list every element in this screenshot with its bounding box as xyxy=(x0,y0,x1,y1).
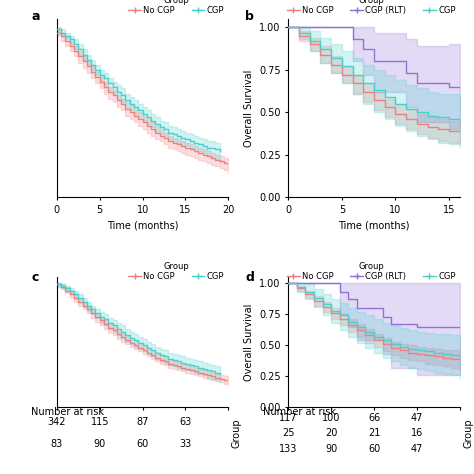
X-axis label: Time (months): Time (months) xyxy=(107,220,178,230)
Legend: No CGP, CGP (RLT), CGP: No CGP, CGP (RLT), CGP xyxy=(287,262,456,281)
Text: 21: 21 xyxy=(368,428,380,438)
Text: a: a xyxy=(31,10,40,23)
Text: 90: 90 xyxy=(325,444,337,454)
Text: Number at risk: Number at risk xyxy=(263,407,336,417)
Text: 83: 83 xyxy=(51,439,63,449)
Legend: No CGP, CGP (RLT), CGP: No CGP, CGP (RLT), CGP xyxy=(287,0,456,15)
Text: 33: 33 xyxy=(179,439,191,449)
Y-axis label: Overall Survival: Overall Survival xyxy=(244,69,254,146)
Text: 60: 60 xyxy=(368,444,380,454)
Text: Number at risk: Number at risk xyxy=(31,407,104,417)
Text: 100: 100 xyxy=(322,413,340,423)
Text: 66: 66 xyxy=(368,413,380,423)
Text: 133: 133 xyxy=(279,444,298,454)
Text: d: d xyxy=(246,271,255,283)
Text: 115: 115 xyxy=(91,418,109,428)
Text: 87: 87 xyxy=(137,418,149,428)
Text: 63: 63 xyxy=(179,418,191,428)
Text: 47: 47 xyxy=(411,413,423,423)
Text: 60: 60 xyxy=(137,439,149,449)
Legend: No CGP, CGP: No CGP, CGP xyxy=(128,0,224,15)
Y-axis label: Overall Survival: Overall Survival xyxy=(244,303,254,381)
Text: b: b xyxy=(246,10,255,23)
Text: Group: Group xyxy=(232,419,242,448)
X-axis label: Time (months): Time (months) xyxy=(338,220,410,230)
Text: 90: 90 xyxy=(94,439,106,449)
Text: Group: Group xyxy=(463,419,473,448)
Text: 25: 25 xyxy=(282,428,294,438)
Legend: No CGP, CGP: No CGP, CGP xyxy=(128,262,224,281)
Text: c: c xyxy=(31,271,38,283)
Text: 16: 16 xyxy=(411,428,423,438)
Text: 342: 342 xyxy=(47,418,66,428)
Text: 47: 47 xyxy=(411,444,423,454)
Text: 117: 117 xyxy=(279,413,298,423)
Text: 20: 20 xyxy=(325,428,337,438)
